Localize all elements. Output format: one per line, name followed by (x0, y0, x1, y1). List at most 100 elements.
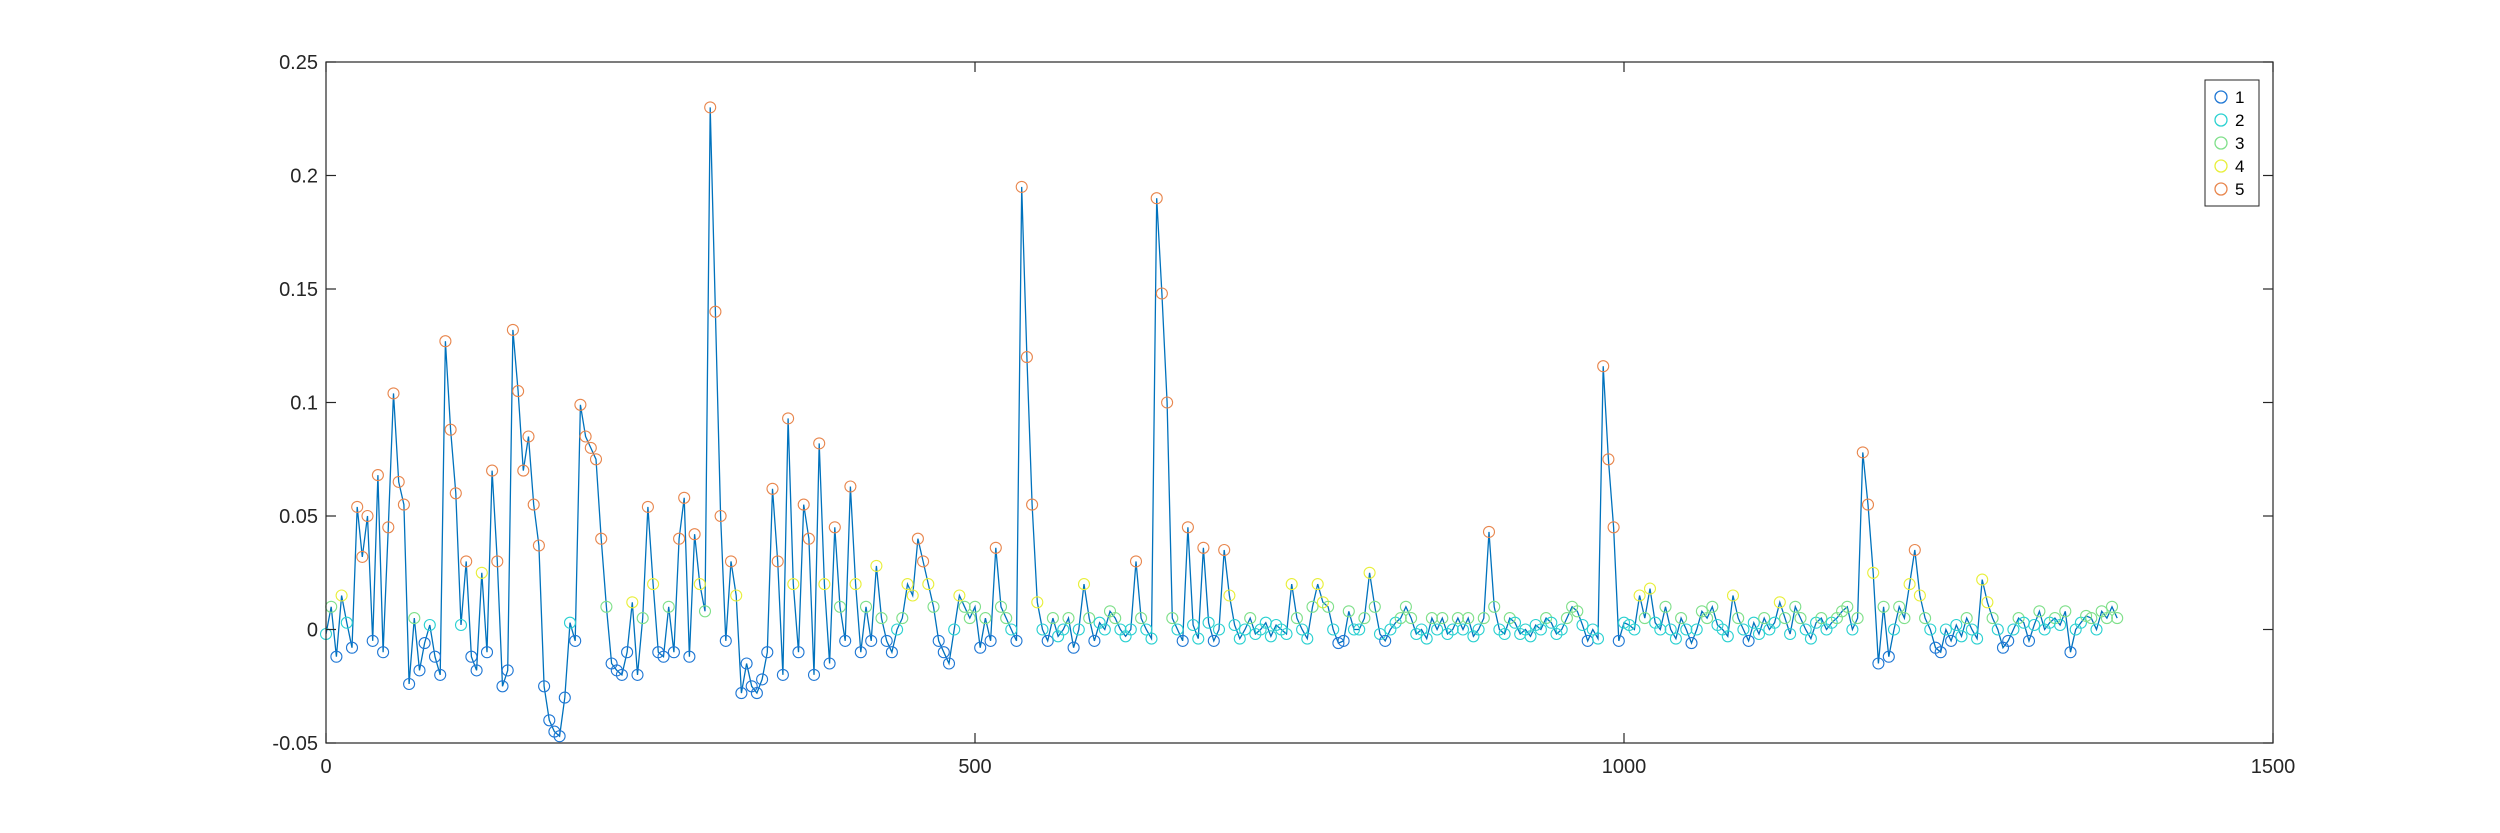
data-point (1861, 498, 1875, 511)
data-point (657, 650, 670, 663)
data-point (839, 634, 852, 647)
data-point (1244, 612, 1257, 625)
data-point (1971, 632, 1984, 645)
data-markers (319, 101, 2124, 743)
data-point (584, 441, 597, 454)
data-point (1778, 612, 1792, 625)
data-point (787, 578, 800, 591)
legend-label-1: 1 (2235, 88, 2244, 107)
data-point (1887, 623, 1901, 636)
data-point (1939, 623, 1952, 636)
legend-entry: 5 (2214, 180, 2244, 199)
data-point (901, 578, 914, 591)
data-point (1758, 612, 1771, 625)
data-point (1742, 634, 1755, 647)
data-point (434, 668, 447, 681)
data-point (859, 600, 873, 613)
data-point (1908, 543, 1921, 557)
data-point (875, 612, 888, 625)
data-point (1109, 612, 1122, 625)
data-point (543, 714, 556, 727)
data-point (740, 657, 753, 670)
data-point (1207, 634, 1220, 647)
data-point (532, 539, 545, 552)
data-point (1919, 612, 1932, 625)
legend-label-5: 5 (2235, 180, 2244, 199)
legend-label-2: 2 (2235, 111, 2244, 130)
data-point (704, 101, 717, 114)
data-point (963, 612, 976, 625)
data-point (1893, 600, 1906, 613)
data-point (1701, 612, 1714, 625)
data-point (1358, 612, 1371, 625)
data-point (1976, 573, 1989, 586)
data-point (724, 555, 738, 568)
legend[interactable]: 1 2 3 4 5 (2204, 79, 2260, 207)
data-point (823, 657, 836, 670)
data-point (1083, 612, 1096, 625)
data-point (1815, 612, 1828, 625)
data-point (1597, 360, 1610, 373)
data-point (942, 657, 956, 670)
data-point (1187, 618, 1200, 632)
data-point (1218, 543, 1231, 557)
data-point (1560, 612, 1573, 625)
data-point (989, 541, 1002, 554)
data-point (470, 664, 483, 677)
data-point (1488, 600, 1501, 613)
data-point (937, 646, 950, 659)
data-point (911, 532, 924, 545)
data-point (953, 589, 966, 602)
data-point (382, 521, 395, 534)
data-point (2028, 618, 2041, 632)
data-point (849, 578, 862, 591)
y-tick-label: 0 (307, 620, 318, 642)
data-point (392, 475, 405, 488)
data-point (1285, 578, 1298, 591)
data-point (730, 589, 743, 602)
data-point (1555, 623, 1568, 636)
data-point (1638, 612, 1651, 625)
data-point (1856, 446, 1869, 459)
data-point (486, 464, 499, 477)
data-point (1290, 612, 1303, 625)
data-point (1924, 623, 1937, 636)
data-point (932, 634, 945, 647)
data-point (1617, 616, 1631, 629)
legend-label-4: 4 (2235, 157, 2244, 176)
data-point (1072, 623, 1085, 636)
data-point (1462, 612, 1475, 625)
legend-box (2204, 79, 2260, 207)
data-point (828, 521, 841, 534)
data-point (2100, 612, 2113, 625)
data-point (750, 687, 763, 700)
data-point (802, 532, 815, 545)
data-point (361, 509, 374, 523)
data-point (1436, 612, 1449, 625)
data-point (771, 555, 784, 568)
data-point (1981, 596, 1994, 609)
data-point (1934, 646, 1947, 659)
data-point (1129, 555, 1143, 568)
data-point (984, 634, 997, 647)
data-point (1212, 623, 1226, 636)
data-point (1415, 623, 1428, 636)
data-point (813, 437, 826, 450)
data-point (621, 646, 634, 659)
data-point (1472, 623, 1485, 636)
data-point (844, 480, 857, 493)
data-point (1062, 612, 1075, 625)
data-point (698, 605, 712, 618)
data-point (1010, 634, 1023, 647)
x-tick-label: 500 (958, 756, 991, 778)
data-point (917, 555, 930, 568)
data-point (449, 487, 462, 500)
data-point (1301, 632, 1314, 645)
data-point (688, 528, 701, 541)
legend-marker-1 (2214, 90, 2228, 104)
data-point (1867, 566, 1880, 579)
data-point (1898, 612, 1911, 625)
data-point (1576, 618, 1589, 632)
data-point (1794, 612, 1807, 625)
